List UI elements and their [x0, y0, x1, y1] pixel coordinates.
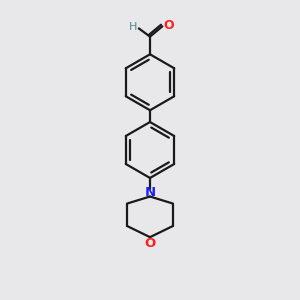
Text: H: H	[129, 22, 138, 32]
Text: N: N	[144, 186, 156, 199]
Text: O: O	[144, 237, 156, 250]
Text: O: O	[164, 19, 174, 32]
